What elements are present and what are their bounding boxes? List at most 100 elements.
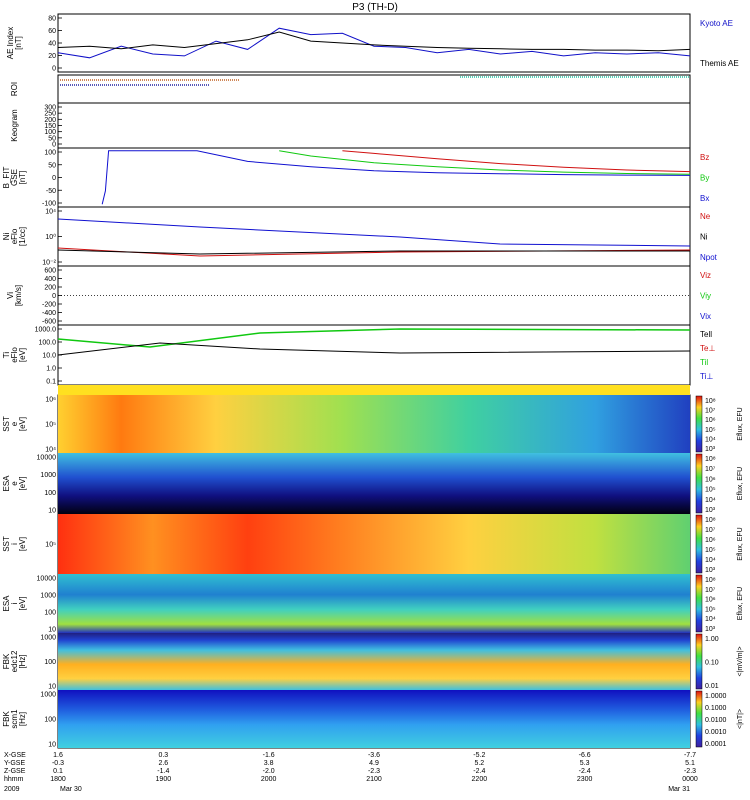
colorbar-sst_i <box>695 514 703 574</box>
y-tick-label: 10⁵ <box>45 422 56 429</box>
colorbar-tick: 0.0100 <box>705 717 727 724</box>
series-ni <box>57 249 690 255</box>
y-tick-label: 0 <box>52 293 56 300</box>
x-tick-label: 4.9 <box>369 760 379 767</box>
y-tick-label: 0 <box>52 142 56 149</box>
ylabel-line: Ni <box>2 233 11 241</box>
x-row-label: Z-GSE <box>4 768 26 775</box>
ylabel-line: scm1 <box>10 709 19 729</box>
y-tick-label: 10 <box>48 684 56 691</box>
y-tick-label: 80 <box>48 16 56 23</box>
x-row-label: X-GSE <box>4 752 26 759</box>
y-tick-label: 0.1 <box>46 379 56 386</box>
legend-npot: Npot <box>700 253 718 262</box>
x-tick-label: -0.3 <box>52 760 64 767</box>
y-tick-label: 100 <box>44 610 56 617</box>
y-tick-label: -600 <box>42 319 56 326</box>
y-tick-label: 1000.0 <box>35 327 57 334</box>
ylabel-keogram: Keogram <box>10 109 19 142</box>
y-tick-label: 1.0 <box>46 366 56 373</box>
legend-viz: Viz <box>700 271 711 280</box>
x-date-start: Mar 30 <box>60 786 82 793</box>
spectrogram-esa_i <box>58 574 690 633</box>
ylabel-ni: Ni eFlo [1/cc] <box>2 227 27 246</box>
colorbar-esa_e <box>695 453 703 514</box>
colorbar-tick: 10⁸ <box>705 517 716 524</box>
legend-tell: Tell <box>700 330 712 339</box>
ylabel-line: eFlo <box>10 228 19 244</box>
ylabel-line: FBK <box>2 711 11 727</box>
colorbar-tick: 0.0010 <box>705 729 727 736</box>
colorbar-tick: 10⁶ <box>705 597 716 604</box>
ylabel-line: [eV] <box>18 537 27 551</box>
colorbar-tick: 10⁶ <box>705 476 716 483</box>
legend-bz: Bz <box>700 153 709 162</box>
colorbar-label: <|mV/m|> <box>737 646 744 676</box>
ylabel-sst_e: SST e [eV] <box>2 416 27 432</box>
legend-bx: Bx <box>700 194 709 203</box>
x-tick-label: -7.7 <box>684 752 696 759</box>
colorbar-label: Eflux, EFU <box>737 527 744 560</box>
x-tick-label: 2300 <box>577 776 593 783</box>
colorbar-tick: 10⁴ <box>705 436 716 443</box>
colorbar-label-text: Eflux, EFU <box>737 407 744 440</box>
y-tick-label: 100 <box>44 659 56 666</box>
x-tick-label: 5.3 <box>580 760 590 767</box>
x-tick-label: -1.4 <box>157 768 169 775</box>
ylabel-line: ESA <box>2 475 11 492</box>
y-tick-label: -200 <box>42 302 56 309</box>
y-tick-label: 100 <box>44 129 56 136</box>
ylabel-line: [km/s] <box>14 285 23 306</box>
ylabel-line: [eV] <box>18 417 27 431</box>
colorbar-tick: 10⁸ <box>705 398 716 405</box>
ylabel-bfit: B_FIT GSE [nT] <box>2 166 27 188</box>
y-tick-label: 10⁴ <box>45 447 56 454</box>
series-tell <box>57 342 691 356</box>
legend-ne: Ne <box>700 212 711 221</box>
x-tick-label: -2.0 <box>263 768 275 775</box>
series-by <box>279 150 691 175</box>
colorbar-label-text: Eflux, EFU <box>737 467 744 500</box>
series-ne <box>57 247 691 257</box>
y-tick-label: 1000 <box>40 635 56 642</box>
ylabel-sst_i: SST i [eV] <box>2 536 27 552</box>
legend-te-: Te⊥ <box>700 344 715 353</box>
series-npot <box>57 218 691 247</box>
y-tick-label: 600 <box>44 268 56 275</box>
legend-kyoto-ae: Kyoto AE <box>700 19 733 28</box>
x-tick-label: 0.1 <box>53 768 63 775</box>
y-tick-label: 100 <box>44 490 56 497</box>
colorbar-fbk_b <box>695 690 703 748</box>
y-tick-label: 10 <box>48 742 56 749</box>
y-tick-label: 150 <box>44 123 56 130</box>
x-tick-label: 2.6 <box>158 760 168 767</box>
colorbar-tick: 10⁵ <box>705 606 716 613</box>
legend-vix: Vix <box>700 312 711 321</box>
ylabel-line: eFlo <box>10 347 19 363</box>
ylabel-ae: AE Index [nT] <box>6 27 23 59</box>
y-tick-label: 250 <box>44 111 56 118</box>
colorbar-tick: 10³ <box>705 446 716 453</box>
ylabel-line: [eV] <box>18 348 27 362</box>
ylabel-line: Keogram <box>10 109 19 142</box>
series-til <box>57 328 691 348</box>
ylabel-fbk_e: FBK edc12 [Hz] <box>2 650 27 672</box>
series-bz <box>342 150 691 173</box>
ylabel-vi: Vi [km/s] <box>6 285 23 306</box>
ylabel-line: ESA <box>2 595 11 612</box>
x-row-label: hhmm <box>4 776 24 783</box>
colorbar-tick: 0.10 <box>705 660 719 667</box>
colorbar-tick: 1.0000 <box>705 693 727 700</box>
ylabel-line: [nT] <box>14 36 23 50</box>
y-tick-label: 100 <box>44 717 56 724</box>
y-tick-label: 0 <box>52 175 56 182</box>
ylabel-line: i <box>10 602 19 604</box>
colorbar-tick: 10⁴ <box>705 557 716 564</box>
panel-frame-ni <box>57 206 691 267</box>
colorbar-tick: 10⁴ <box>705 616 716 623</box>
x-tick-label: 5.2 <box>474 760 484 767</box>
ylabel-line: edc12 <box>10 650 19 672</box>
x-tick-label: 2000 <box>261 776 277 783</box>
x-tick-label: 2200 <box>472 776 488 783</box>
